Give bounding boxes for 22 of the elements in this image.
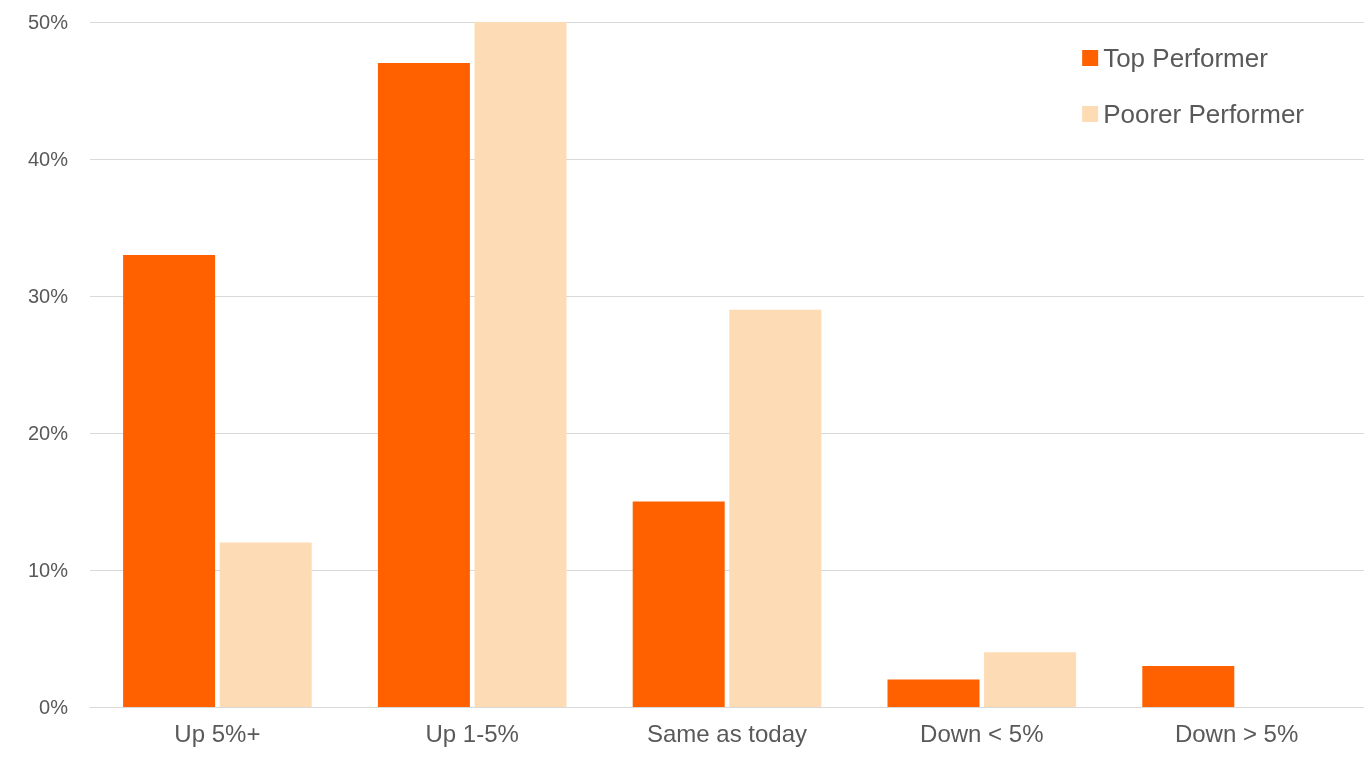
bar [887,679,980,707]
legend-label: Poorer Performer [1103,99,1305,129]
bar [729,309,822,707]
x-tick-label: Down < 5% [920,719,1044,747]
x-tick-label: Up 5%+ [174,719,261,747]
x-tick-label: Down > 5% [1174,719,1299,747]
bar [1142,665,1235,707]
y-tick-label: 10% [27,559,69,581]
legend-label: Top Performer [1103,43,1269,73]
y-tick-label: 20% [27,422,69,444]
bar [984,652,1077,707]
x-tick-label: Up 1-5% [425,719,519,747]
bar [474,22,567,707]
y-tick-label: 40% [27,148,69,170]
y-tick-label: 50% [27,11,69,33]
bar [123,254,216,707]
bar [632,501,725,707]
bar [377,63,470,707]
x-tick-label: Same as today [646,719,808,747]
bar [219,542,312,707]
y-tick-label: 0% [39,696,69,718]
y-tick-label: 30% [27,285,69,307]
